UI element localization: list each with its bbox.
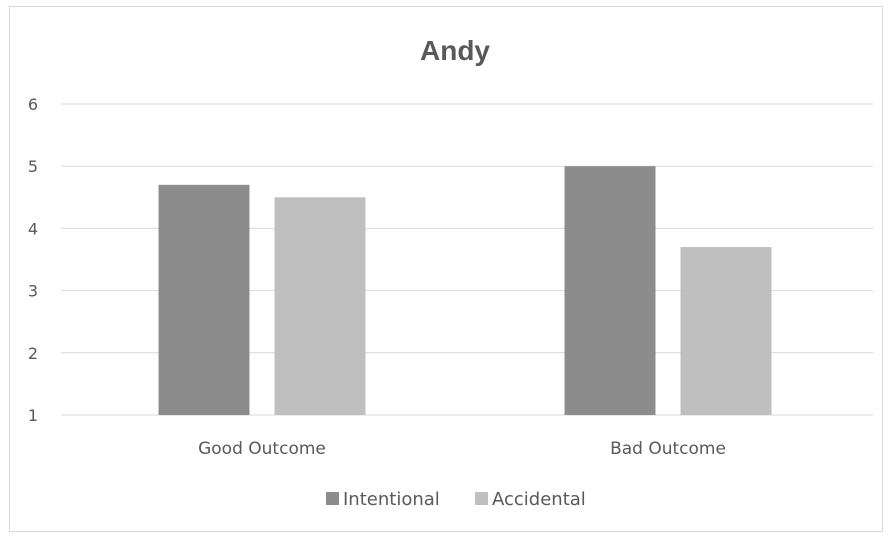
y-tick-label: 5 <box>28 157 38 176</box>
y-tick-label: 2 <box>28 344 38 363</box>
legend-swatch-intentional <box>326 492 339 505</box>
bars <box>158 166 772 415</box>
bar-accidental-bad-outcome <box>680 247 772 415</box>
legend-swatch-accidental <box>475 492 488 505</box>
bar-intentional-bad-outcome <box>564 166 656 415</box>
legend-label-accidental: Accidental <box>492 489 586 510</box>
chart-title: Andy <box>420 35 490 66</box>
x-category-label: Good Outcome <box>198 439 326 459</box>
bar-intentional-good-outcome <box>158 184 250 415</box>
bar-accidental-good-outcome <box>274 197 366 415</box>
x-category-label: Bad Outcome <box>610 439 726 459</box>
y-tick-label: 4 <box>28 219 38 238</box>
y-tick-label: 3 <box>28 282 38 301</box>
x-axis-categories: Good Outcome Bad Outcome <box>198 439 726 459</box>
legend: Intentional Accidental <box>326 489 586 510</box>
legend-label-intentional: Intentional <box>343 489 440 510</box>
y-tick-label: 6 <box>28 95 38 114</box>
y-axis-ticks: 1 2 3 4 5 6 <box>28 95 38 425</box>
y-tick-label: 1 <box>28 406 38 425</box>
